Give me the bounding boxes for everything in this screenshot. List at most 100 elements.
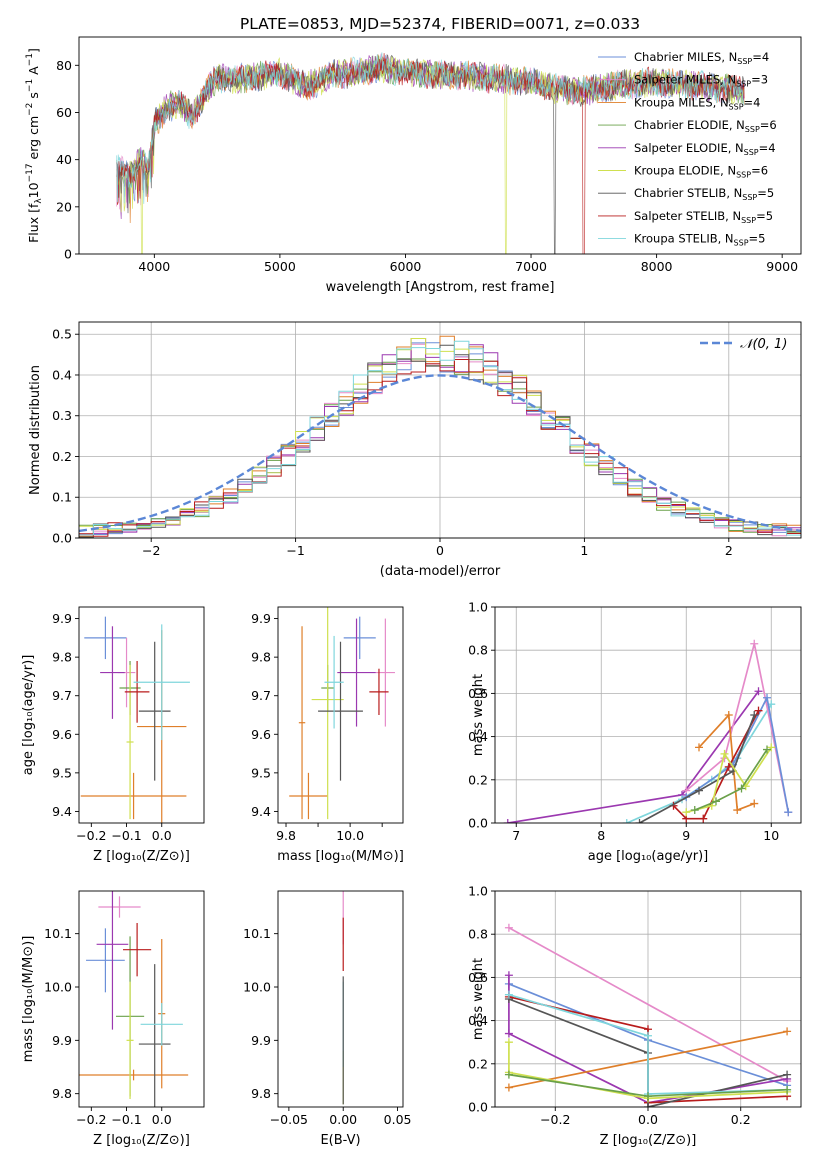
x-tick-label: 10.0 [336,828,364,843]
x-axis-label: wavelength [Angstrom, rest frame] [326,280,555,295]
weight-marker [503,819,512,823]
x-tick-label: −0.2 [76,1112,106,1127]
frame-mass_vs_ebv: −0.05 0.00 0.05 9.8 9.9 10.0 10.1 E(B-V) [243,890,411,1148]
errorbar-point [298,626,306,820]
weight-line-salpeter-miles [685,643,790,813]
y-tick-label: 60 [56,105,72,120]
x-tick-label: 2 [725,543,733,558]
weight-marker [504,990,513,999]
weight-marker [724,762,733,771]
legend-label-sub: SSP [729,102,744,111]
y-axis-label: mass weight [471,958,486,1040]
weight-marker [783,1070,792,1079]
weight-line-chabrier-stelib [639,714,756,823]
y-tick-label: 80 [56,58,72,73]
weight-marker [712,797,720,806]
legend-label-sub: SSP [736,80,751,89]
y-tick-label: 0.1 [52,490,72,505]
legend-label-sub: SSP [734,239,749,248]
errorbar-point [96,891,129,1030]
y-tick-label: 0.0 [468,816,488,831]
errorbar-point [318,641,363,781]
y-tick-label: 9.6 [52,727,72,742]
x-tick-label: 0.00 [329,1112,357,1127]
x-tick-label: 9 [682,828,690,843]
legend-label-eq: = [757,186,767,200]
legend-label: Salpeter STELIB, NSSP=5 [634,209,773,225]
y-tick-label: 9.7 [52,688,72,703]
x-tick-label: 0.0 [638,1112,658,1127]
legend-label-eq: = [760,118,770,132]
errorbar-point [124,661,150,723]
legend-label-n: 4 [768,141,775,155]
legend-label-n: 4 [762,50,769,64]
plot-area-weight_vs_Z [504,923,792,1107]
legend-label-n: 4 [753,95,760,109]
y-tick-label: 9.8 [52,1086,72,1101]
legend-label-text: Chabrier MILES, N [634,50,737,64]
y-tick-label: 9.9 [52,611,72,626]
errorbar-point [289,772,328,820]
x-tick-label: 0 [436,543,444,558]
weight-marker [750,799,759,808]
y-tick-label: 0.2 [468,1056,488,1071]
y-tick-label: 9.8 [251,1086,271,1101]
y-tick-label: 9.9 [251,1033,271,1048]
errorbar-point [324,635,344,729]
weight-marker [763,745,771,754]
errorbar-point [140,1003,183,1046]
weight-marker [504,1083,513,1092]
frame-weight_vs_Z: −0.2 0.0 0.2 0.0 0.2 0.4 0.6 0.8 1.0 Z [log₁₀(Z/Z… [468,884,802,1148]
errorbar-point [138,641,171,781]
legend-label-sub: SSP [742,193,757,202]
y-tick-label: 0 [64,247,72,262]
legend-label: Chabrier MILES, NSSP=4 [634,50,769,66]
errorbar-point [80,772,187,820]
legend-label-n: 5 [766,209,773,223]
legend-label: Chabrier STELIB, NSSP=5 [634,186,774,202]
y-tick-label: 0.4 [468,1013,488,1028]
plot-area-age_vs_mass [289,607,395,820]
legend-label-text: Chabrier STELIB, N [634,186,742,200]
weight-marker [504,1070,513,1079]
errorbar-point [311,607,344,820]
weight-marker [644,1103,652,1107]
frame-spectrum: 4000 5000 6000 7000 8000 9000 0 20 40 60 80 wavelen… [56,36,802,295]
y-tick-label: 10.0 [243,980,271,995]
errorbar-point [123,923,152,977]
x-axis-label: mass [log₁₀(M/M⊙)] [277,849,404,864]
weight-marker [504,1029,513,1038]
spectrum-series-kroupa-stelib [116,52,745,204]
x-tick-label: 0.0 [152,1112,172,1127]
weight-marker [622,819,631,823]
errorbar-point [100,626,125,719]
legend-label-text: Kroupa ELODIE, N [634,164,736,178]
errorbar-point [79,1069,189,1081]
legend-label: Salpeter MILES, NSSP=3 [634,73,768,89]
y-tick-label: 10.1 [44,926,72,941]
y-tick-label: 20 [56,199,72,214]
y-tick-label: 9.6 [251,727,271,742]
legend-label: Kroupa MILES, NSSP=4 [634,95,761,111]
y-tick-label: 9.9 [52,1033,72,1048]
weight-marker [644,1092,652,1101]
y-tick-label: 0.2 [468,772,488,787]
errorbar-point [86,928,125,993]
weight-marker [733,806,742,815]
legend-label-text: Salpeter ELODIE, N [634,141,744,155]
x-axis-label: Z [log₁₀(Z/Z⊙)] [93,849,190,864]
legend-label-n: 6 [761,164,768,178]
frame-mass_vs_Z: −0.2 −0.1 0.0 9.8 9.9 10.0 10.1 Z [log₁₀(Z/Z⊙)] [44,890,205,1148]
frame-weight_vs_age: 7 8 9 10 0.0 0.2 0.4 0.6 0.8 1.0 age [log₁₀(age/yr… [468,600,802,864]
legend-label-text: Kroupa MILES, N [634,95,729,109]
x-tick-label: 7 [512,828,520,843]
legend-label-text: Chabrier ELODIE, N [634,118,745,132]
x-tick-label: 5000 [264,259,296,274]
legend-label: Kroupa ELODIE, NSSP=6 [634,164,768,180]
weight-marker [690,806,699,815]
weight-marker [504,923,513,932]
y-tick-label: 0.4 [52,367,72,382]
histogram-kroupa-stelib [79,340,801,536]
panel-mass_vs_ebv: −0.05 0.00 0.05 9.8 9.9 10.0 10.1 E(B-V) [243,890,411,1148]
